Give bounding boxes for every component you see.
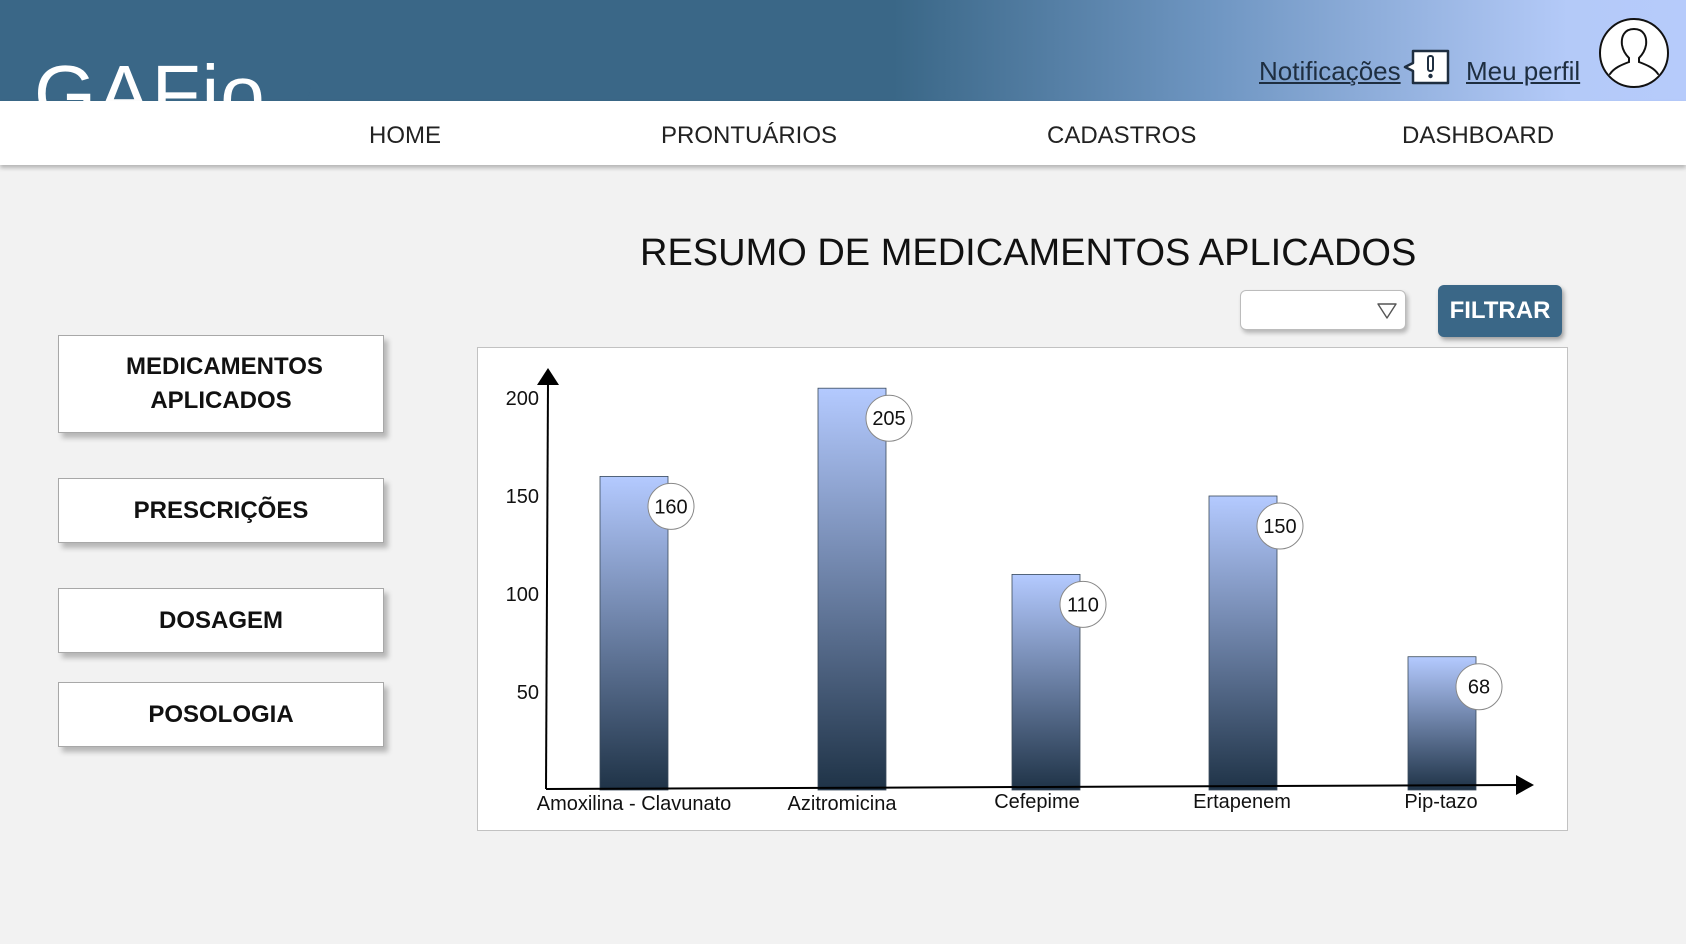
- chart-panel: 50 100 150 200 160 Amoxilina - Clavunato 205 Az…: [477, 347, 1568, 831]
- main-nav: [0, 101, 1686, 165]
- data-label-bubble: [1059, 580, 1107, 628]
- filter-select[interactable]: [1240, 290, 1406, 330]
- nav-cadastros[interactable]: CADASTROS: [1047, 122, 1197, 149]
- x-tick-label: Amoxilina - Clavunato: [537, 793, 732, 815]
- sidebar-item-medicamentos-aplicados[interactable]: MEDICAMENTOS APLICADOS: [58, 335, 384, 433]
- y-axis: [545, 381, 549, 790]
- filter-button[interactable]: FILTRAR: [1438, 285, 1562, 337]
- user-avatar-icon[interactable]: [1598, 17, 1670, 89]
- y-tick-label: 50: [517, 682, 539, 704]
- bar[interactable]: [1208, 495, 1278, 791]
- bar[interactable]: [599, 475, 669, 791]
- y-axis-arrow: [537, 368, 559, 385]
- data-label: 110: [1067, 594, 1099, 616]
- x-tick-label: Cefepime: [994, 791, 1080, 813]
- notifications-link[interactable]: Notificações: [1259, 56, 1401, 86]
- x-axis: [545, 784, 1519, 790]
- x-axis-arrow: [1516, 775, 1534, 795]
- sidebar-item-label: MEDICAMENTOS APLICADOS: [126, 353, 323, 414]
- sidebar-item-label: DOSAGEM: [158, 606, 283, 634]
- profile-link[interactable]: Meu perfil: [1466, 56, 1581, 86]
- sidebar-item-dosagem[interactable]: DOSAGEM: [58, 588, 384, 653]
- notification-alert-icon[interactable]: [1402, 47, 1452, 87]
- x-tick-label: Ertapenem: [1193, 791, 1291, 813]
- data-label-bubble: [647, 482, 695, 530]
- data-label: 150: [1263, 516, 1296, 538]
- data-label: 160: [654, 496, 687, 518]
- sidebar-item-label: PRESCRIÇÕES: [133, 496, 309, 524]
- y-tick-label: 100: [506, 584, 539, 606]
- x-tick-label: Pip-tazo: [1404, 791, 1477, 813]
- bar[interactable]: [817, 387, 887, 791]
- page-title: RESUMO DE MEDICAMENTOS APLICADOS: [640, 232, 1417, 274]
- sidebar-item-label: POSOLOGIA: [148, 700, 294, 728]
- sidebar-item-posologia[interactable]: POSOLOGIA: [58, 682, 384, 747]
- data-label-bubble: [865, 394, 913, 442]
- header-bar: GAFio Notificações Meu perfil: [0, 0, 1686, 158]
- data-label: 205: [872, 408, 905, 430]
- bar-chart: 50 100 150 200 160 Amoxilina - Clavunato 205 Az…: [506, 368, 1534, 815]
- nav-home[interactable]: HOME: [369, 122, 441, 149]
- nav-prontuarios[interactable]: PRONTUÁRIOS: [661, 122, 838, 149]
- chevron-down-icon: [1377, 303, 1397, 319]
- data-label-bubble: [1256, 502, 1304, 550]
- data-label: 68: [1468, 677, 1490, 699]
- nav-dashboard[interactable]: DASHBOARD: [1402, 122, 1555, 149]
- sidebar-item-prescricoes[interactable]: PRESCRIÇÕES: [58, 478, 384, 543]
- x-tick-label: Azitromicina: [788, 793, 898, 815]
- data-label-bubble: [1455, 663, 1503, 711]
- y-tick-label: 200: [506, 388, 539, 410]
- y-tick-label: 150: [506, 486, 539, 508]
